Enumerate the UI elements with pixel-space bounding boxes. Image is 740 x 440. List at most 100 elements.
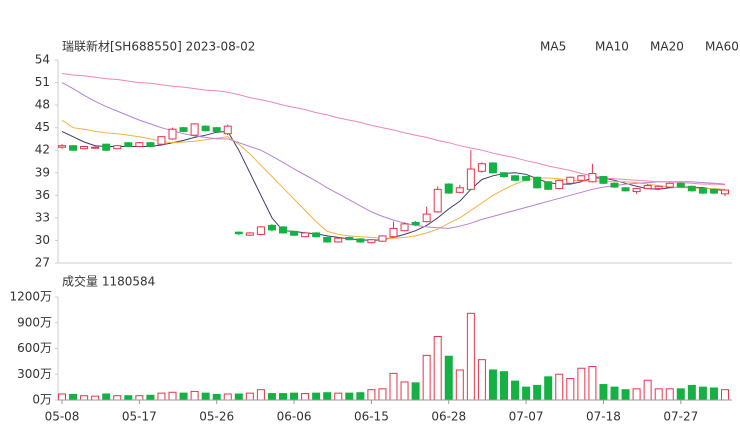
volume-bar bbox=[665, 388, 674, 401]
candle-body bbox=[511, 175, 520, 181]
volume-bar bbox=[223, 393, 232, 401]
candle-body bbox=[212, 127, 221, 132]
candle-body bbox=[323, 236, 332, 243]
volume-bar bbox=[643, 379, 652, 401]
volume-bar bbox=[433, 335, 442, 401]
y-tick-label: 30 bbox=[35, 233, 50, 247]
candle-body bbox=[58, 145, 66, 148]
candle-body bbox=[466, 168, 475, 190]
volume-bar bbox=[654, 388, 663, 401]
candle-body bbox=[146, 142, 155, 147]
candle-body bbox=[610, 182, 619, 188]
volume-bar bbox=[676, 388, 685, 401]
volume-bar bbox=[58, 393, 66, 401]
candle-body bbox=[566, 176, 575, 184]
volume-bar bbox=[500, 371, 508, 401]
volume-bar bbox=[312, 392, 321, 401]
candle-body bbox=[544, 181, 553, 190]
candle-body bbox=[444, 183, 453, 194]
x-tick-label: 05-17 bbox=[122, 410, 157, 424]
volume-bar bbox=[124, 395, 133, 401]
candle-body bbox=[179, 127, 188, 132]
legend-label: MA10 bbox=[595, 40, 629, 54]
volume-bar bbox=[444, 355, 453, 401]
candle-body bbox=[687, 185, 696, 192]
candle-body bbox=[201, 125, 210, 132]
x-tick-label: 05-26 bbox=[199, 410, 234, 424]
legend-label: MA5 bbox=[540, 40, 566, 54]
y-tick-label: 51 bbox=[35, 75, 50, 89]
volume-bar bbox=[367, 389, 376, 401]
volume-bar bbox=[533, 384, 542, 401]
candle-body bbox=[422, 213, 431, 223]
candle-body bbox=[455, 187, 464, 193]
volume-bar bbox=[566, 378, 575, 401]
ma-line bbox=[61, 82, 726, 229]
volume-bar bbox=[69, 393, 78, 401]
y-tick-label: 54 bbox=[35, 53, 50, 67]
volume-bar bbox=[389, 372, 398, 401]
x-tick-label: 06-15 bbox=[354, 410, 389, 424]
y-tick-label: 45 bbox=[35, 120, 50, 134]
candle-body bbox=[102, 143, 111, 151]
volume-bar bbox=[422, 354, 431, 401]
volume-bar bbox=[466, 312, 475, 401]
volume-bar bbox=[168, 391, 177, 401]
candle-body bbox=[223, 125, 232, 135]
candle-body bbox=[356, 238, 365, 243]
volume-bar bbox=[544, 376, 553, 401]
y-tick-label: 36 bbox=[35, 188, 50, 202]
legend-label: MA60 bbox=[705, 40, 739, 54]
candle-body bbox=[721, 189, 729, 195]
candle-body bbox=[190, 123, 199, 136]
candle-body bbox=[654, 185, 663, 190]
volume-bar bbox=[555, 373, 564, 401]
x-tick-label: 06-28 bbox=[431, 410, 466, 424]
candle-body bbox=[555, 179, 564, 190]
candle-body bbox=[367, 239, 376, 244]
x-tick-label: 07-18 bbox=[586, 410, 621, 424]
y-tick-label: 42 bbox=[35, 143, 50, 157]
candle-body bbox=[411, 221, 420, 226]
volume-bar bbox=[290, 392, 299, 401]
candle-body bbox=[665, 182, 674, 188]
candle-body bbox=[433, 188, 442, 213]
y-tick-label: 48 bbox=[35, 98, 50, 112]
candle-body bbox=[588, 173, 597, 183]
candle-body bbox=[256, 226, 265, 235]
candle-body bbox=[135, 142, 144, 147]
chart-title: 瑞联新材[SH688550] 2023-08-02 bbox=[62, 39, 255, 54]
candle-body bbox=[389, 227, 398, 238]
x-tick-label: 07-07 bbox=[509, 410, 544, 424]
candle-body bbox=[290, 230, 299, 236]
volume-bar bbox=[400, 381, 409, 401]
candle-body bbox=[168, 128, 177, 140]
candle-body bbox=[124, 142, 133, 147]
volume-bar bbox=[102, 393, 111, 401]
volume-bar bbox=[334, 392, 343, 401]
volume-bar bbox=[522, 386, 531, 401]
y-tick-label: 600万 bbox=[17, 341, 52, 355]
volume-bar bbox=[113, 395, 122, 401]
candle-body bbox=[599, 176, 608, 184]
candle-body bbox=[522, 176, 531, 181]
volume-bar bbox=[267, 393, 276, 401]
volume-bar bbox=[245, 392, 254, 401]
volume-bar bbox=[356, 392, 365, 401]
volume-bar bbox=[709, 387, 718, 401]
volume-bar bbox=[599, 384, 608, 401]
volume-bar bbox=[345, 392, 354, 401]
candle-body bbox=[621, 187, 630, 192]
candle-body bbox=[632, 188, 641, 193]
candle-body bbox=[698, 188, 707, 194]
y-tick-label: 0万 bbox=[32, 393, 52, 407]
volume-bar bbox=[577, 367, 586, 401]
candle-body bbox=[334, 237, 343, 243]
candle-body bbox=[345, 236, 354, 241]
candle-body bbox=[245, 232, 254, 236]
candle-body bbox=[113, 145, 122, 150]
volume-bar bbox=[621, 389, 630, 401]
x-tick-label: 07-27 bbox=[663, 410, 698, 424]
x-tick-label: 05-08 bbox=[45, 410, 80, 424]
